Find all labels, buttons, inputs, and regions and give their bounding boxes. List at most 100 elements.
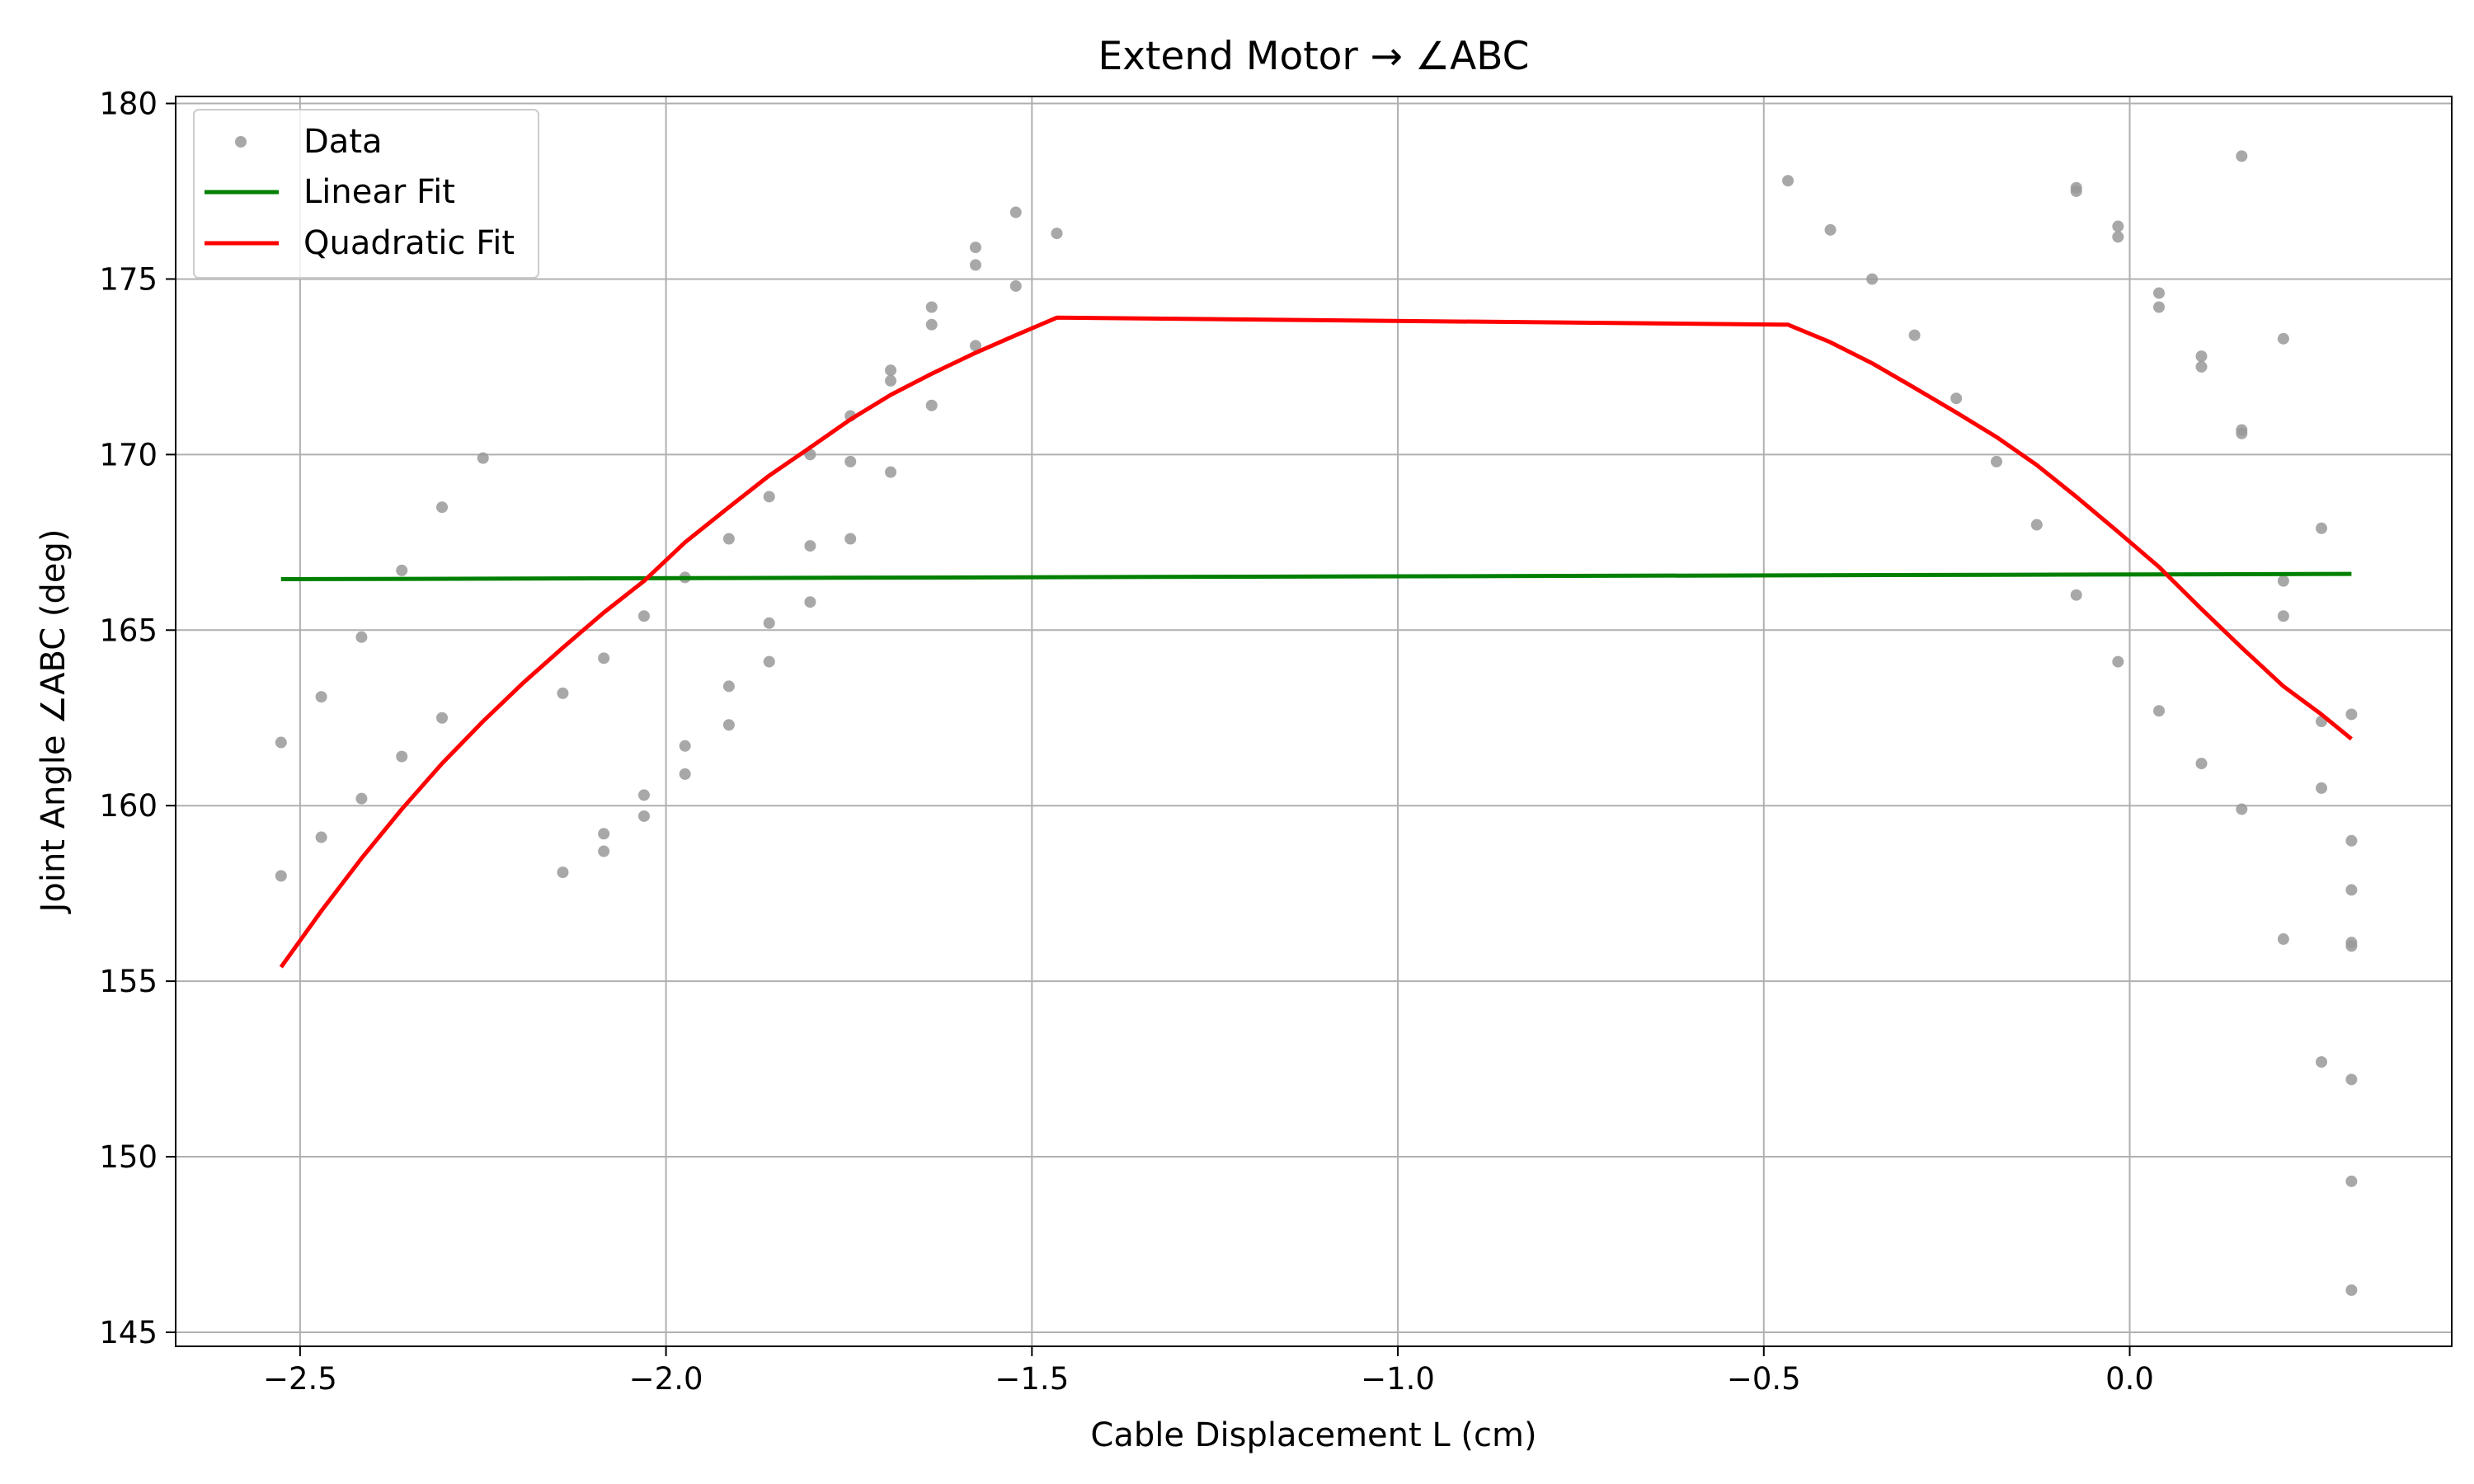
chart-title: Extend Motor → ∠ABC [1098,34,1529,79]
plot-series [275,150,2358,1296]
data-point [2277,610,2289,622]
data-point [2030,519,2043,531]
data-point [396,750,408,763]
x-tick-label: −1.0 [1361,1361,1435,1397]
y-tick-label: 145 [99,1315,158,1350]
y-tick-label: 155 [99,964,158,999]
x-tick-label: −1.5 [995,1361,1069,1397]
data-point [885,466,897,478]
data-point [637,810,650,822]
data-point [637,789,650,801]
data-point [2236,150,2248,162]
y-tick-label: 180 [99,87,158,122]
y-tick-label: 170 [99,437,158,472]
data-point [2112,655,2124,668]
data-point [1824,223,1837,236]
data-point [2236,427,2248,439]
data-point [2345,1073,2358,1086]
data-point [804,540,816,552]
data-point [1009,279,1022,292]
data-point [2153,287,2166,299]
quadratic-fit-line [279,315,2353,969]
data-point [2112,220,2124,232]
legend-box [193,109,539,279]
data-point [2070,185,2082,197]
data-point [355,631,368,643]
data-point [763,617,775,629]
data-point [2345,1175,2358,1187]
y-tick-label: 150 [99,1139,158,1175]
data-point [436,501,449,514]
x-tick-label: −2.0 [629,1361,703,1397]
y-tick-label: 160 [99,788,158,824]
x-axis: −2.5 −2.0 −1.5 −1.0 −0.5 0.0 [263,1346,2154,1397]
data-point [1009,206,1022,218]
data-point [925,318,938,331]
data-point [557,687,569,699]
data-point [1051,228,1063,240]
data-point [2345,1284,2358,1296]
data-point [315,831,327,843]
linear-fit-line [280,571,2352,581]
legend-quadratic-label: Quadratic Fit [303,224,515,262]
data-point [885,374,897,387]
data-point [598,828,610,840]
data-point [844,455,857,467]
legend-linear-label: Linear Fit [303,173,455,211]
data-point [477,452,489,464]
data-point [925,399,938,411]
data-point [722,680,735,693]
data-point [969,259,981,271]
data-point [722,719,735,731]
data-point [2277,575,2289,587]
legend: Data Linear Fit Quadratic Fit [193,109,539,279]
x-tick-label: −2.5 [263,1361,337,1397]
data-point [436,711,449,724]
data-point [1782,175,1794,187]
data-point [637,610,650,622]
data-point [844,533,857,545]
data-point [2195,350,2208,363]
data-point [1866,273,1879,285]
y-axis: 145 150 155 160 165 170 175 180 [99,87,176,1350]
data-point [598,652,610,665]
data-point [2345,884,2358,896]
y-axis-label: Joint Angle ∠ABC (deg) [35,529,73,915]
data-point [925,301,938,313]
data-point [2236,803,2248,815]
data-point [2345,834,2358,847]
plot-frame [175,96,2453,1347]
data-point [722,533,735,545]
data-point [804,596,816,608]
data-point [557,866,569,879]
data-point [2277,933,2289,946]
y-tick-label: 165 [99,613,158,648]
x-tick-label: −0.5 [1727,1361,1801,1397]
data-point [2316,1056,2328,1068]
data-point [763,655,775,668]
data-point [2195,360,2208,373]
x-axis-label: Cable Displacement L (cm) [1090,1416,1536,1454]
data-point [2195,758,2208,770]
data-point [1950,392,1963,405]
y-tick-label: 175 [99,261,158,297]
data-point [2345,708,2358,721]
data-point [2345,940,2358,952]
data-point [2070,589,2082,601]
data-point [679,768,691,780]
data-point [275,870,287,882]
data-point [1991,455,2002,467]
data-point [1908,329,1921,341]
data-point [763,491,775,503]
legend-data-label: Data [303,123,383,161]
data-point [396,564,408,576]
data-point [885,364,897,377]
data-point [355,792,368,805]
grid [176,96,2452,1346]
data-point [598,845,610,857]
data-point [2277,332,2289,345]
legend-data-marker [235,136,247,148]
data-point [2153,301,2166,313]
data-point [2316,522,2328,534]
